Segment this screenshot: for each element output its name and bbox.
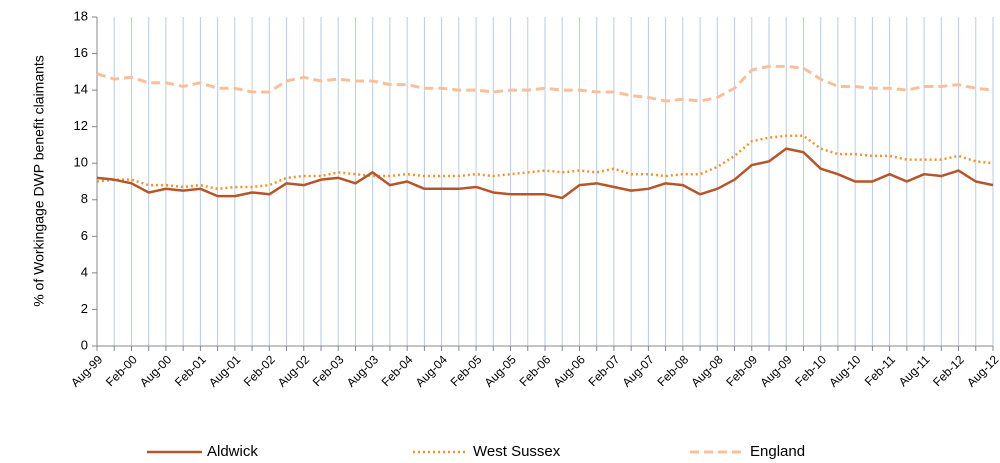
- x-tick-label: Aug-12: [964, 352, 1000, 389]
- x-tick-label: Aug-00: [137, 352, 174, 389]
- y-tick-label: 14: [74, 82, 88, 97]
- y-tick-label: 6: [81, 228, 88, 243]
- x-tick-label: Feb-02: [241, 352, 278, 389]
- x-tick-label: Feb-04: [379, 352, 416, 389]
- series-line: [96, 147, 994, 200]
- x-tick-label: Aug-10: [826, 352, 863, 389]
- x-tick-label: Feb-08: [654, 352, 691, 389]
- x-tick-label: Aug-07: [619, 352, 656, 389]
- y-tick-label: 2: [81, 301, 88, 316]
- series-line: [96, 64, 994, 103]
- y-tick-label: 10: [74, 155, 88, 170]
- series-line: [96, 134, 994, 191]
- y-tick-label: 12: [74, 118, 88, 133]
- x-tick-label: Aug-11: [896, 352, 933, 389]
- y-tick-label: 4: [81, 264, 88, 279]
- x-tick-label: Feb-05: [448, 352, 485, 389]
- y-tick-label: 16: [74, 45, 88, 60]
- x-tick-label: Feb-01: [172, 352, 209, 389]
- legend-label: Aldwick: [207, 443, 258, 460]
- x-tick-label: Aug-05: [482, 352, 519, 389]
- legend-label: West Sussex: [473, 443, 561, 460]
- x-tick-label: Feb-09: [723, 352, 760, 389]
- y-tick-label: 18: [74, 8, 88, 23]
- x-tick-label: Feb-03: [310, 352, 347, 389]
- y-tick-label: 0: [81, 337, 88, 352]
- y-tick-label: 8: [81, 191, 88, 206]
- x-tick-label: Aug-01: [206, 352, 243, 389]
- x-tick-label: Feb-07: [585, 352, 622, 389]
- x-tick-label: Aug-04: [413, 352, 450, 389]
- x-tick-label: Aug-99: [68, 352, 105, 389]
- y-axis-label: % of Workingage DWP benefit claimants: [31, 55, 47, 307]
- x-tick-label: Aug-02: [275, 352, 312, 389]
- x-tick-label: Feb-00: [103, 352, 140, 389]
- x-tick-label: Aug-06: [551, 352, 588, 389]
- x-tick-label: Feb-11: [862, 352, 898, 388]
- x-tick-label: Feb-06: [517, 352, 554, 389]
- x-tick-label: Aug-08: [688, 352, 725, 389]
- x-tick-label: Feb-10: [792, 352, 829, 389]
- x-tick-label: Aug-09: [757, 352, 794, 389]
- legend-label: England: [750, 443, 805, 460]
- x-tick-label: Aug-03: [344, 352, 381, 389]
- x-tick-label: Feb-12: [930, 352, 967, 389]
